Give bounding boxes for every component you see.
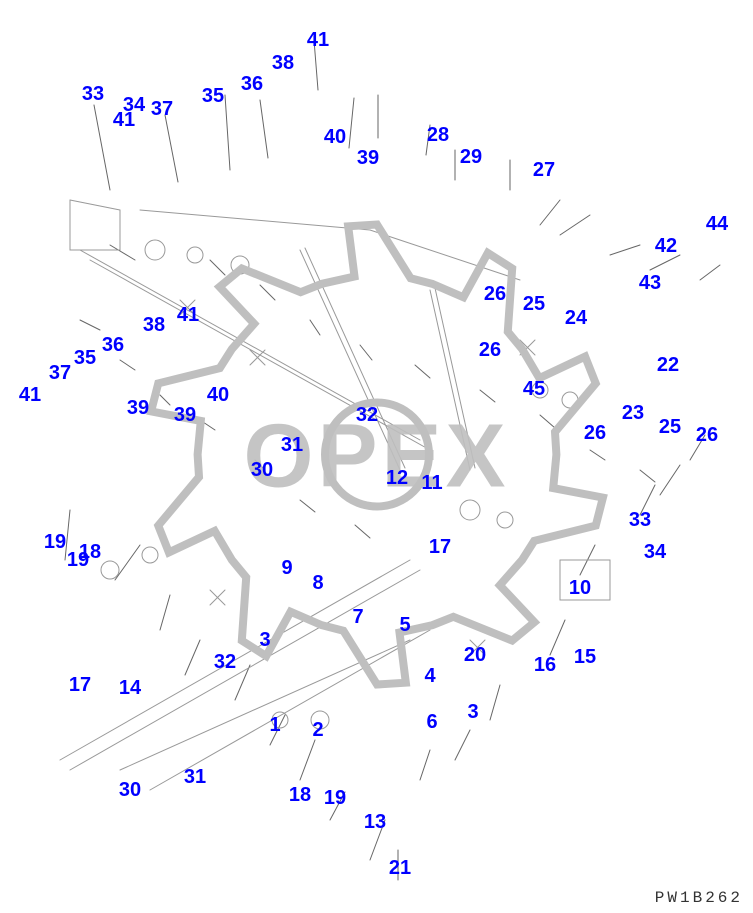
ref-label: 3 <box>259 630 270 650</box>
ref-label: 28 <box>427 125 449 145</box>
ref-label: 21 <box>389 858 411 878</box>
ref-label: 39 <box>357 148 379 168</box>
ref-label: 39 <box>127 398 149 418</box>
ref-label: 35 <box>74 348 96 368</box>
ref-label: 11 <box>421 473 442 493</box>
ref-label: 4 <box>424 666 435 686</box>
ref-label: 1 <box>269 715 280 735</box>
ref-label: 29 <box>460 147 482 167</box>
ref-label: 41 <box>177 305 199 325</box>
ref-label: 41 <box>307 30 329 50</box>
ref-label: 18 <box>289 785 311 805</box>
ref-label: 43 <box>639 273 661 293</box>
ref-label: 9 <box>281 558 292 578</box>
ref-label: 37 <box>49 363 71 383</box>
print-code: PW1B262 <box>655 889 743 907</box>
ref-label: 20 <box>464 645 486 665</box>
ref-label: 36 <box>241 74 263 94</box>
ref-label: 34 <box>644 542 666 562</box>
ref-label: 34 <box>123 95 145 115</box>
ref-label: 17 <box>69 675 91 695</box>
ref-label: 32 <box>356 405 378 425</box>
ref-label: 7 <box>352 607 363 627</box>
ref-label: 14 <box>119 678 141 698</box>
ref-label: 8 <box>312 573 323 593</box>
ref-label: 25 <box>523 294 545 314</box>
ref-label: 12 <box>386 468 408 488</box>
ref-label: 45 <box>523 379 545 399</box>
ref-label: 5 <box>399 615 410 635</box>
ref-label: 31 <box>184 767 206 787</box>
ref-label: 33 <box>82 84 104 104</box>
ref-label: 23 <box>622 403 644 423</box>
ref-label: 30 <box>119 780 141 800</box>
ref-label: 22 <box>657 355 679 375</box>
diagram-canvas: OPEX 41383635333741344039282927444243262… <box>0 0 753 913</box>
ref-label: 17 <box>429 537 451 557</box>
ref-label: 30 <box>251 460 273 480</box>
ref-label: 38 <box>143 315 165 335</box>
ref-label: 26 <box>696 425 718 445</box>
ref-label: 27 <box>533 160 555 180</box>
ref-label: 10 <box>569 578 591 598</box>
ref-label: 16 <box>534 655 556 675</box>
ref-label: 19 <box>67 550 89 570</box>
ref-label: 42 <box>655 236 677 256</box>
ref-label: 44 <box>706 214 728 234</box>
ref-label: 32 <box>214 652 236 672</box>
ref-label: 24 <box>565 308 587 328</box>
ref-label: 6 <box>426 712 437 732</box>
ref-label: 35 <box>202 86 224 106</box>
ref-label: 41 <box>19 385 41 405</box>
ref-label: 2 <box>312 720 323 740</box>
ref-label: 38 <box>272 53 294 73</box>
ref-label: 3 <box>467 702 478 722</box>
ref-label: 39 <box>174 405 196 425</box>
ref-label: 40 <box>324 127 346 147</box>
ref-label: 26 <box>584 423 606 443</box>
ref-label: 19 <box>324 788 346 808</box>
ref-label: 25 <box>659 417 681 437</box>
ref-label: 36 <box>102 335 124 355</box>
ref-label: 26 <box>479 340 501 360</box>
ref-label: 33 <box>629 510 651 530</box>
ref-label: 19 <box>44 532 66 552</box>
ref-label: 15 <box>574 647 596 667</box>
ref-label: 37 <box>151 99 173 119</box>
ref-label: 13 <box>364 812 386 832</box>
ref-label: 31 <box>281 435 303 455</box>
ref-label: 26 <box>484 284 506 304</box>
ref-label: 40 <box>207 385 229 405</box>
